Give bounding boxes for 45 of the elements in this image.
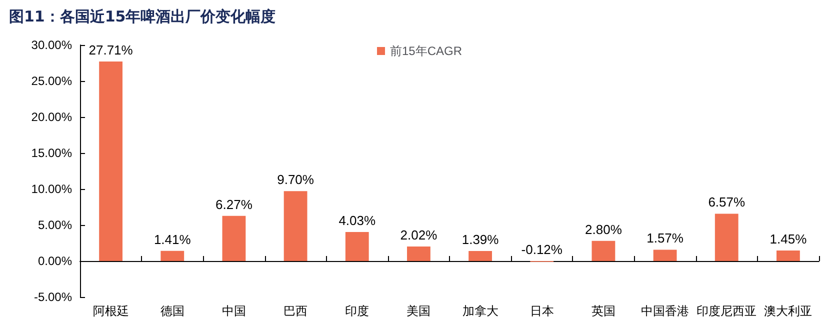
bar: [284, 191, 308, 261]
bar: [345, 232, 369, 261]
x-tick-label: 印度尼西亚: [696, 304, 757, 318]
bar: [714, 214, 738, 261]
bar: [222, 216, 246, 261]
data-label: 2.02%: [400, 227, 438, 242]
legend-label: 前15年CAGR: [390, 44, 462, 58]
bar: [160, 250, 184, 261]
bar: [653, 250, 677, 261]
y-tick-label: 25.00%: [31, 74, 72, 88]
bar: [407, 246, 430, 261]
y-tick-label: 10.00%: [31, 182, 72, 196]
x-tick-label: 德国: [160, 304, 184, 318]
x-tick-label: 中国: [222, 304, 246, 318]
bar: [99, 61, 122, 261]
y-tick-label: 15.00%: [31, 146, 72, 160]
x-tick-label: 巴西: [284, 304, 308, 318]
x-tick-label: 中国香港: [641, 304, 690, 318]
x-tick-label: 加拿大: [462, 304, 498, 318]
data-label: 9.70%: [277, 172, 314, 188]
bar: [468, 250, 492, 261]
bar: [776, 250, 800, 261]
data-label: -0.12%: [521, 242, 563, 257]
bar: [592, 240, 616, 261]
x-tick-label: 阿根廷: [92, 304, 129, 318]
data-label: 1.57%: [646, 230, 684, 246]
data-label: 6.57%: [708, 194, 746, 210]
data-label: 27.71%: [88, 42, 134, 58]
data-label: 1.41%: [154, 232, 192, 247]
y-tick-label: 0.00%: [38, 254, 72, 268]
x-tick-label: 日本: [530, 304, 554, 318]
y-tick-label: 20.00%: [31, 110, 72, 124]
x-tick-label: 美国: [406, 304, 431, 318]
data-label: 1.39%: [462, 232, 500, 247]
y-tick-label: -5.00%: [34, 290, 72, 304]
y-tick-label: 5.00%: [38, 218, 72, 232]
y-tick-label: 30.00%: [31, 38, 72, 52]
data-label: 2.80%: [585, 222, 622, 237]
data-label: 1.45%: [770, 232, 808, 247]
data-label: 4.03%: [338, 212, 376, 228]
x-tick-label: 英国: [591, 304, 616, 318]
x-tick-label: 澳大利亚: [764, 304, 812, 318]
x-tick-label: 印度: [345, 304, 370, 318]
data-label: 6.27%: [216, 196, 253, 212]
chart-title: 图11：各国近15年啤酒出厂价变化幅度: [9, 8, 276, 26]
